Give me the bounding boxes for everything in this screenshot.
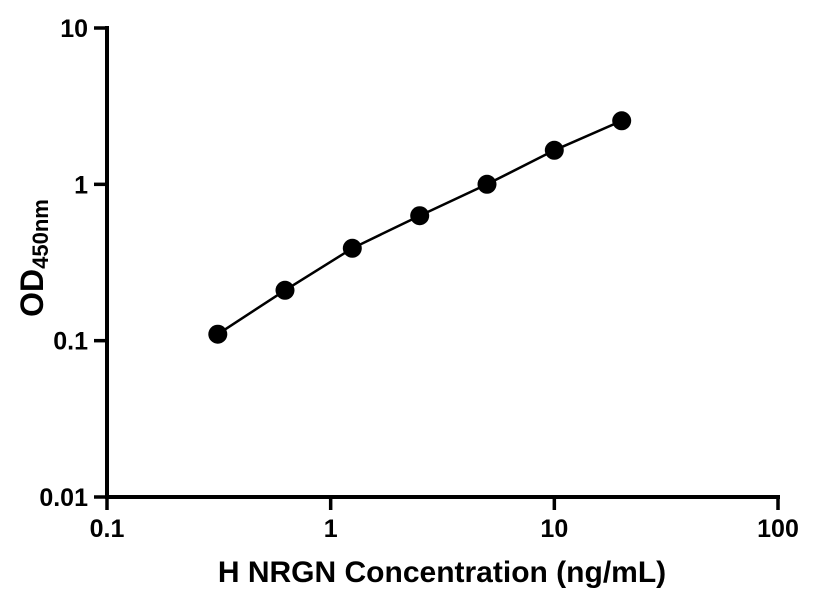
data-point xyxy=(208,324,228,344)
y-axis-title: OD450nm xyxy=(14,199,54,317)
data-point xyxy=(410,206,430,226)
x-tick-label: 10 xyxy=(540,515,568,543)
data-point xyxy=(342,238,362,258)
data-point xyxy=(544,140,564,160)
y-axis-title-main: OD xyxy=(14,268,50,317)
x-tick-label: 0.1 xyxy=(90,515,125,543)
y-tick-label: 1 xyxy=(74,171,88,199)
y-axis-title-sub: 450nm xyxy=(28,199,53,269)
axis-lines xyxy=(105,26,780,499)
data-point xyxy=(275,280,295,300)
x-tick-label: 100 xyxy=(757,515,799,543)
y-tick-label: 10 xyxy=(60,15,88,43)
y-tick-label: 0.01 xyxy=(39,484,88,512)
data-point xyxy=(612,111,632,131)
y-tick-label: 0.1 xyxy=(53,328,88,356)
x-tick-label: 1 xyxy=(324,515,338,543)
x-axis-title: H NRGN Concentration (ng/mL) xyxy=(217,556,667,589)
data-point xyxy=(477,174,497,194)
